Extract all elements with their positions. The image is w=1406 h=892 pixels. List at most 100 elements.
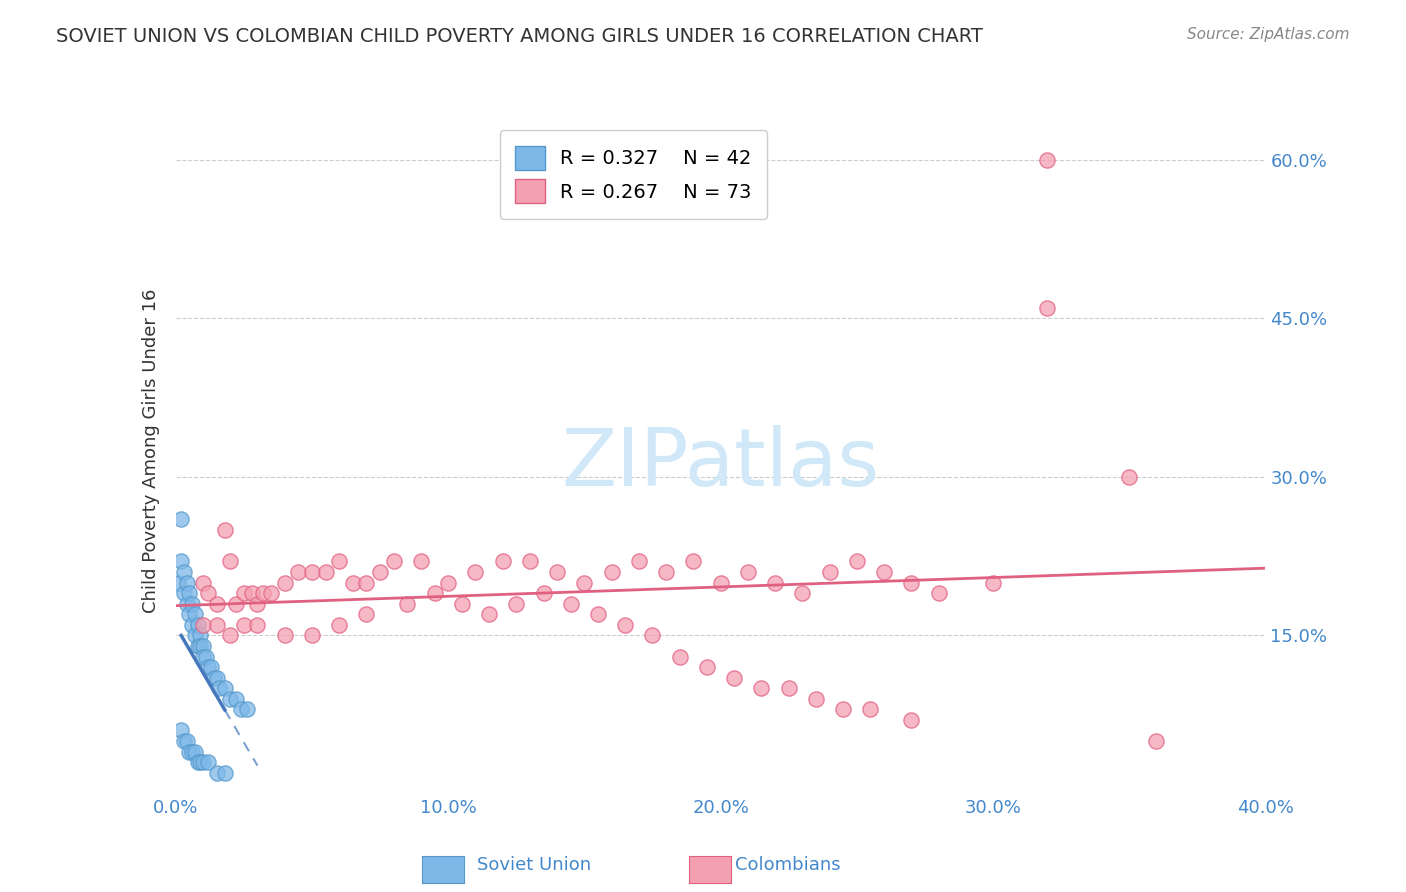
Point xyxy=(627,554,650,568)
Point xyxy=(176,734,198,748)
Point xyxy=(274,575,297,590)
Point xyxy=(710,575,733,590)
Point xyxy=(356,607,378,622)
Point xyxy=(173,586,195,600)
Point xyxy=(200,660,222,674)
Point xyxy=(1036,301,1059,315)
Point xyxy=(197,755,219,769)
Point xyxy=(328,554,350,568)
Point xyxy=(186,639,209,653)
Text: Colombians: Colombians xyxy=(734,856,841,874)
Point xyxy=(437,575,460,590)
Point xyxy=(205,765,228,780)
Point xyxy=(184,745,207,759)
Point xyxy=(368,565,391,579)
Point xyxy=(804,691,827,706)
Y-axis label: Child Poverty Among Girls Under 16: Child Poverty Among Girls Under 16 xyxy=(142,288,160,613)
Point xyxy=(668,649,690,664)
Point xyxy=(186,617,209,632)
Point xyxy=(492,554,515,568)
Point xyxy=(287,565,309,579)
Point xyxy=(1144,734,1167,748)
Point xyxy=(315,565,337,579)
Point xyxy=(181,617,204,632)
Point xyxy=(214,523,236,537)
Point xyxy=(219,554,242,568)
Point xyxy=(246,597,269,611)
Point xyxy=(981,575,1004,590)
Point xyxy=(235,702,257,716)
Point xyxy=(194,649,217,664)
Point xyxy=(505,597,527,611)
Point xyxy=(274,628,297,642)
Point xyxy=(900,575,922,590)
Point xyxy=(170,554,193,568)
Point xyxy=(184,607,207,622)
Point xyxy=(173,565,195,579)
Point xyxy=(1036,153,1059,167)
Point xyxy=(186,755,209,769)
Point xyxy=(170,512,193,526)
Point xyxy=(614,617,637,632)
Point xyxy=(179,586,201,600)
Point xyxy=(191,755,214,769)
Point xyxy=(219,691,242,706)
Point xyxy=(167,575,190,590)
Point xyxy=(252,586,274,600)
Point xyxy=(763,575,786,590)
Point xyxy=(260,586,283,600)
Point xyxy=(208,681,231,696)
Point xyxy=(191,639,214,653)
Point xyxy=(382,554,405,568)
Point xyxy=(176,575,198,590)
Point xyxy=(396,597,419,611)
Point xyxy=(737,565,759,579)
Point xyxy=(751,681,773,696)
Point xyxy=(859,702,882,716)
Point xyxy=(928,586,950,600)
Point xyxy=(450,597,472,611)
Point xyxy=(342,575,364,590)
Point xyxy=(778,681,800,696)
Point xyxy=(900,713,922,727)
Point xyxy=(205,617,228,632)
Point xyxy=(179,607,201,622)
Point xyxy=(641,628,664,642)
Legend: R = 0.327    N = 42, R = 0.267    N = 73: R = 0.327 N = 42, R = 0.267 N = 73 xyxy=(499,130,768,219)
Point xyxy=(464,565,486,579)
Point xyxy=(197,660,219,674)
Point xyxy=(205,597,228,611)
Point xyxy=(191,649,214,664)
Point xyxy=(655,565,678,579)
Point xyxy=(170,723,193,738)
Point xyxy=(409,554,432,568)
Text: ZIPatlas: ZIPatlas xyxy=(561,425,880,503)
Point xyxy=(560,597,582,611)
Point xyxy=(696,660,718,674)
Point xyxy=(184,628,207,642)
Point xyxy=(873,565,896,579)
Text: Soviet Union: Soviet Union xyxy=(477,856,592,874)
Point xyxy=(478,607,501,622)
Point xyxy=(574,575,596,590)
Point xyxy=(232,617,254,632)
Point xyxy=(225,597,247,611)
Text: Source: ZipAtlas.com: Source: ZipAtlas.com xyxy=(1187,27,1350,42)
Point xyxy=(832,702,855,716)
Point xyxy=(188,639,211,653)
Point xyxy=(600,565,623,579)
Point xyxy=(328,617,350,632)
Point xyxy=(225,691,247,706)
Point xyxy=(1118,470,1140,484)
Point xyxy=(188,755,211,769)
Point xyxy=(423,586,446,600)
Point xyxy=(301,628,323,642)
Point xyxy=(682,554,704,568)
Point xyxy=(231,702,253,716)
Point xyxy=(205,671,228,685)
Point xyxy=(181,597,204,611)
Point xyxy=(519,554,541,568)
Point xyxy=(188,628,211,642)
Point xyxy=(197,586,219,600)
Point xyxy=(792,586,814,600)
